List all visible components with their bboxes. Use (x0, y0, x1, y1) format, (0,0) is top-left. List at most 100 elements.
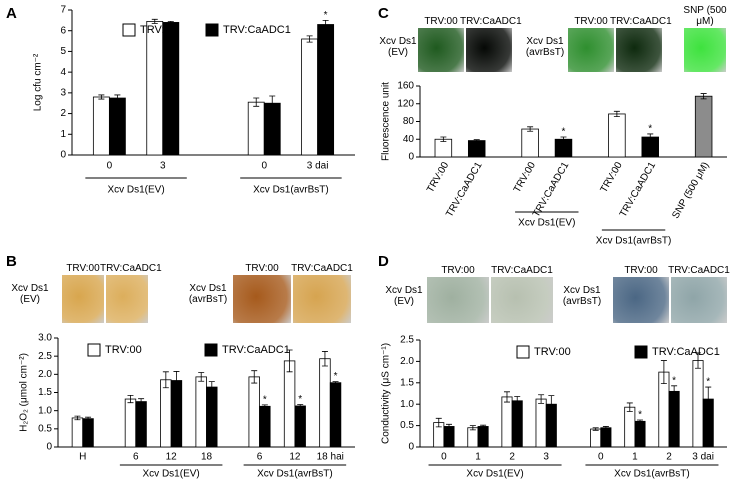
error-bar (626, 402, 633, 412)
error-bar (514, 396, 521, 406)
legend-swatch (634, 345, 648, 359)
error-bar (167, 20, 174, 24)
x-tick-label: 1 (475, 452, 481, 463)
legend-label: TRV:CaADC1 (222, 344, 290, 356)
micrograph (671, 277, 727, 323)
bar (511, 400, 523, 448)
bar (263, 102, 281, 156)
x-tick-label: 0 (261, 161, 267, 172)
image-column-label: TRV:00 (245, 263, 279, 274)
y-tick-label: 120 (397, 98, 414, 109)
bar (467, 427, 479, 448)
error-bar (548, 395, 555, 414)
y-tick-label: 2.0 (38, 369, 52, 380)
error-bar (671, 385, 678, 398)
image-column-label: TRV:CaADC1 (491, 265, 553, 276)
legend-swatch (122, 23, 136, 37)
error-bar (613, 110, 620, 118)
image-row-label: Xcv Ds1 (EV) (11, 283, 49, 305)
y-tick-label: 0 (60, 150, 66, 161)
image-column-label: TRV:00 (574, 16, 608, 27)
x-tick-label: 12 (166, 452, 178, 463)
bar (301, 38, 319, 156)
y-tick-label: 1 (60, 129, 66, 140)
y-tick-label: 80 (403, 116, 415, 127)
bar (248, 376, 260, 448)
bar (195, 376, 207, 448)
error-bar (251, 370, 258, 384)
bar (668, 390, 680, 448)
micrograph (568, 28, 614, 72)
image-column-label: TRV:CaADC1 (668, 265, 730, 276)
image-column-label: TRV:CaADC1 (100, 263, 162, 274)
significance-mark: * (298, 394, 302, 405)
error-bar (198, 372, 205, 382)
group-label: Xcv Ds1(EV) (107, 185, 164, 196)
bar (692, 360, 704, 448)
y-tick-label: 0 (408, 442, 414, 453)
y-tick-label: 6 (60, 25, 66, 36)
image-column-label: TRV:00 (424, 16, 458, 27)
error-bar (660, 360, 667, 385)
y-axis-label: Log cfu cm⁻² (33, 53, 44, 111)
error-bar (435, 417, 442, 428)
image-column-label: TRV:CaADC1 (291, 263, 353, 274)
error-bar (445, 423, 452, 429)
group-label: Xcv Ds1(EV) (143, 469, 200, 479)
legend-swatch (205, 23, 219, 37)
group-label: Xcv Ds1(EV) (466, 469, 523, 479)
image-row-label: Xcv Ds1 (avrBsT) (525, 36, 565, 58)
image-column-label: TRV:00 (441, 265, 475, 276)
legend-swatch (87, 343, 101, 357)
x-tick-label: TRV:00 (425, 160, 451, 195)
x-tick-label: 6 (257, 452, 263, 463)
bar (162, 22, 180, 156)
legend-label: TRV:00 (105, 344, 142, 356)
bar (259, 405, 271, 448)
bar (206, 386, 218, 448)
x-tick-label: TRV:00 (512, 160, 538, 195)
significance-mark: * (638, 410, 642, 421)
x-tick-label: SNP (500 μM) (670, 160, 711, 220)
micrograph (616, 28, 662, 72)
bar (434, 138, 453, 158)
group-label: Xcv Ds1(avrBsT) (614, 469, 690, 479)
y-tick-label: 0 (46, 442, 52, 453)
y-axis-label: Fluorescence unit (381, 82, 392, 161)
micrograph (293, 275, 351, 323)
y-tick-label: 5 (60, 46, 66, 57)
x-tick-label: 3 dai (307, 161, 329, 172)
y-tick-label: 160 (397, 81, 414, 92)
bar (521, 128, 539, 158)
error-bar (173, 371, 180, 390)
bar (329, 382, 342, 448)
image-row-label: Xcv Ds1 (EV) (379, 36, 417, 58)
error-bar (560, 136, 567, 142)
y-axis-label: Conductivity (μS cm⁻¹) (381, 343, 392, 444)
panel-letter: D (378, 253, 389, 270)
image-column-label: TRV:00 (66, 263, 100, 274)
bar (135, 401, 147, 448)
bar (624, 406, 636, 448)
legend-swatch (204, 343, 218, 357)
error-bar (473, 139, 480, 142)
bar (71, 417, 84, 448)
y-tick-label: 0.5 (38, 423, 52, 434)
y-tick-label: 3 (60, 87, 66, 98)
bar (554, 138, 573, 158)
significance-mark: * (672, 375, 676, 386)
legend-label: TRV:CaADC1 (652, 346, 720, 358)
x-tick-label: 18 (201, 452, 213, 463)
error-bar (322, 19, 329, 30)
significance-mark: * (334, 371, 338, 382)
x-tick-label: 18 hai (317, 452, 344, 463)
significance-mark: * (648, 124, 652, 135)
x-tick-label: H (79, 452, 86, 463)
micrograph (106, 275, 148, 323)
y-tick-label: 2.5 (400, 335, 414, 346)
error-bar (480, 424, 487, 429)
error-bar (695, 352, 702, 369)
bar (477, 426, 489, 448)
image-column-label: SNP (500 μM) (683, 5, 727, 27)
